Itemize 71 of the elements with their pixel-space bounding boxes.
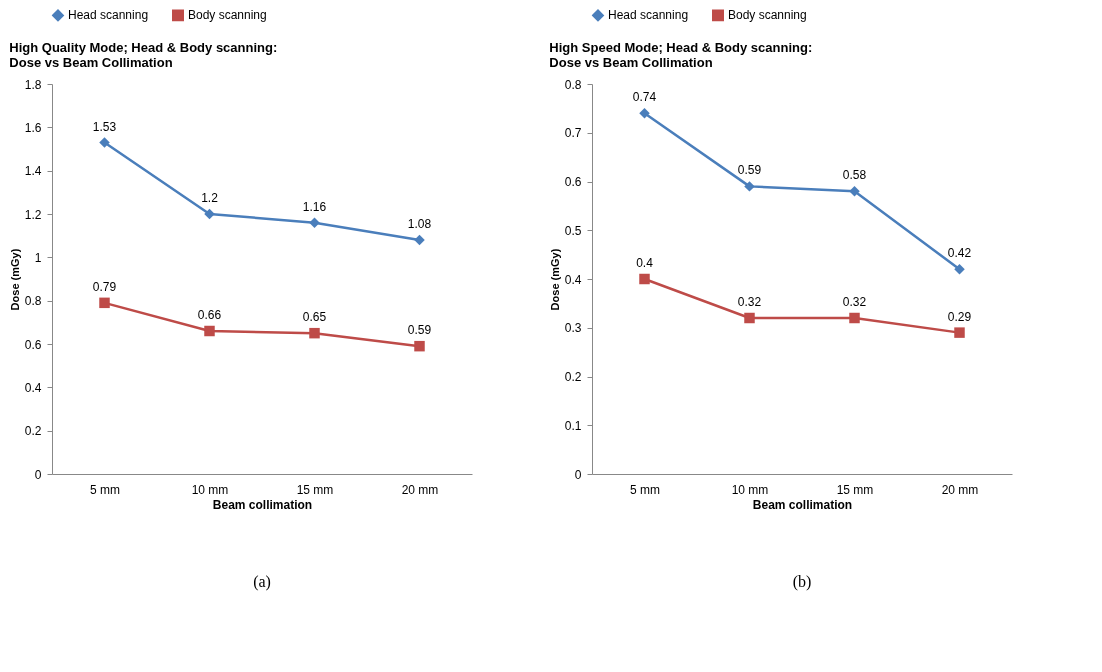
x-axis-title: Beam collimation bbox=[212, 497, 313, 512]
legend-label: Body scanning bbox=[728, 8, 807, 23]
data-label: 0.32 bbox=[842, 295, 867, 309]
y-tick-label: 0.5 bbox=[564, 223, 582, 238]
x-tick-label: 20 mm bbox=[941, 482, 979, 497]
data-label: 1.16 bbox=[302, 199, 327, 214]
data-label: 1.53 bbox=[92, 119, 117, 134]
y-tick-label: 0.7 bbox=[564, 126, 582, 141]
x-tick-label: 20 mm bbox=[401, 482, 439, 497]
point bbox=[849, 312, 860, 324]
point bbox=[309, 327, 320, 339]
y-tick-label: 0.6 bbox=[24, 337, 42, 352]
y-tick-label: 0.2 bbox=[564, 370, 582, 384]
data-label: 1.2 bbox=[201, 191, 219, 205]
data-label: 0.32 bbox=[737, 295, 762, 309]
x-axis-title: Beam collimation bbox=[752, 497, 853, 512]
y-tick-label: 1.8 bbox=[24, 77, 42, 92]
x-tick-label: 15 mm bbox=[836, 482, 874, 497]
y-tick-label: 0 bbox=[574, 467, 582, 482]
x-tick-label: 10 mm bbox=[191, 482, 229, 497]
point bbox=[414, 234, 425, 246]
y-tick-label: 0.2 bbox=[24, 424, 42, 439]
point bbox=[204, 325, 215, 337]
legend-label: Head scanning bbox=[608, 8, 689, 23]
y-tick-label: 0.1 bbox=[564, 418, 582, 433]
y-tick-label: 0.4 bbox=[24, 380, 42, 395]
data-label: 0.4 bbox=[636, 256, 654, 270]
x-tick-label: 10 mm bbox=[731, 482, 769, 497]
data-label: 0.42 bbox=[947, 246, 972, 261]
y-tick-label: 1.2 bbox=[24, 207, 42, 222]
point bbox=[204, 208, 215, 220]
point bbox=[414, 340, 425, 352]
point bbox=[99, 137, 110, 148]
y-tick-label: 1.6 bbox=[24, 120, 42, 135]
data-label: 0.74 bbox=[632, 90, 657, 105]
point bbox=[954, 327, 965, 338]
y-tick-label: 0.4 bbox=[564, 272, 582, 287]
y-tick-label: 0 bbox=[34, 467, 42, 482]
data-label: 0.29 bbox=[947, 309, 972, 324]
point bbox=[99, 297, 110, 309]
data-label: 0.79 bbox=[92, 279, 117, 294]
data-label: 1.08 bbox=[407, 217, 432, 231]
point bbox=[744, 181, 755, 192]
y-tick-label: 0.3 bbox=[564, 321, 582, 336]
legend-label: Body scanning bbox=[188, 8, 267, 23]
y-axis-title: Dose (mGy) bbox=[8, 248, 21, 311]
data-label: 0.59 bbox=[737, 163, 762, 178]
point bbox=[954, 264, 965, 275]
x-tick-label: 5 mm bbox=[90, 482, 120, 497]
y-tick-label: 0.8 bbox=[24, 294, 42, 309]
x-tick-label: 15 mm bbox=[296, 482, 334, 497]
point bbox=[309, 217, 320, 228]
point bbox=[849, 186, 860, 197]
chart-title: High Quality Mode; Head & Body scanning: Dose vs Beam Collimation bbox=[9, 40, 278, 70]
y-tick-label: 1 bbox=[34, 250, 42, 265]
point bbox=[639, 273, 650, 285]
legend-label: Head scanning bbox=[68, 8, 149, 23]
text: (a) bbox=[253, 573, 271, 591]
text: (b) bbox=[792, 573, 812, 591]
y-tick-label: 1.4 bbox=[24, 164, 42, 179]
y-tick-label: 0.6 bbox=[564, 175, 582, 189]
point bbox=[639, 108, 650, 119]
data-label: 0.66 bbox=[197, 308, 222, 322]
y-axis-title: Dose (mGy) bbox=[548, 248, 561, 311]
y-tick-label: 0.8 bbox=[564, 77, 582, 92]
data-label: 0.59 bbox=[407, 323, 432, 338]
data-label: 0.58 bbox=[842, 168, 867, 183]
point bbox=[744, 312, 755, 324]
data-label: 0.65 bbox=[302, 310, 327, 325]
x-tick-label: 5 mm bbox=[630, 482, 660, 497]
chart-title: High Speed Mode; Head & Body scanning: Dose vs Beam Collimation bbox=[549, 40, 813, 70]
